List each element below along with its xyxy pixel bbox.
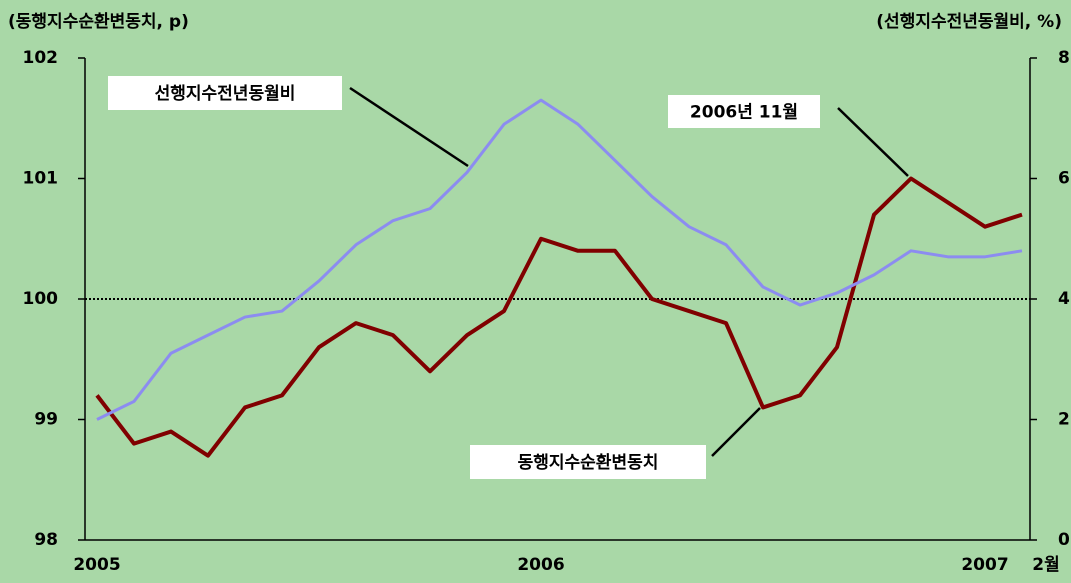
legend-entry: 선행지수전년동월비 xyxy=(155,84,296,104)
y-axis-label: (동행지수순환변동치, p) xyxy=(8,12,189,32)
y-tick-label: 99 xyxy=(34,410,58,430)
annotation-box xyxy=(668,95,820,128)
y2-tick-label: 2 xyxy=(1058,410,1070,430)
annotation: 2006년 11월 xyxy=(690,103,798,123)
x-tick-label: 2006 xyxy=(517,555,564,575)
series-line xyxy=(96,98,1023,421)
y-tick-label: 101 xyxy=(23,169,59,189)
legend-entry-box xyxy=(470,445,706,479)
y2-tick-label: 0 xyxy=(1058,530,1070,550)
legend-entry-box xyxy=(108,76,342,110)
x-tick-label: 2월 xyxy=(1032,555,1059,575)
x-tick-label: 2007 xyxy=(961,555,1008,575)
series-line xyxy=(95,176,1023,458)
legend-entry: 동행지수순환변동치 xyxy=(518,453,659,473)
y-tick-label: 98 xyxy=(34,530,58,550)
y-tick-label: 100 xyxy=(23,289,59,309)
y2-tick-label: 8 xyxy=(1058,48,1070,68)
x-tick-label: 2005 xyxy=(73,555,120,575)
y-tick-label: 102 xyxy=(23,48,59,68)
y2-tick-label: 6 xyxy=(1058,169,1070,189)
y2-axis-label: (선행지수전년동월비, %) xyxy=(876,12,1062,32)
annotation-arrows xyxy=(349,86,909,457)
y2-tick-label: 4 xyxy=(1058,289,1070,309)
